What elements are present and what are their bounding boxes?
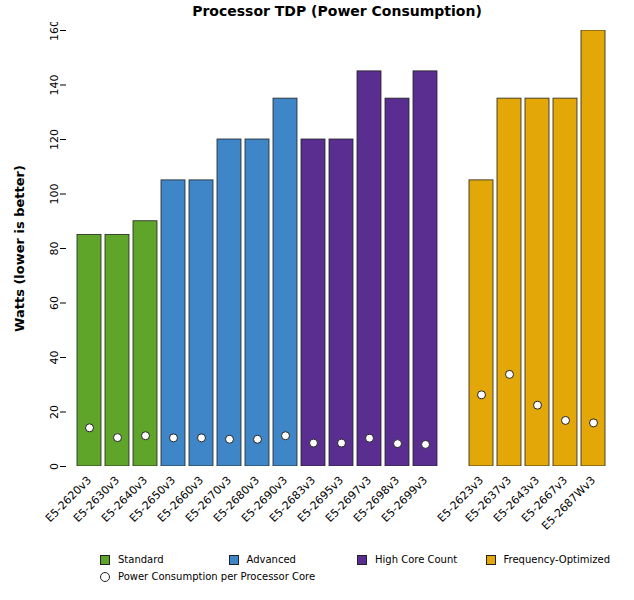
svg-text:160: 160 (48, 22, 61, 41)
svg-text:120: 120 (48, 129, 61, 150)
html-text:Power Consumption per Processo: Power Consumption per Processor Core (118, 571, 316, 582)
svg-text:E5-2697v3: E5-2697v3 (322, 473, 375, 525)
html-text:Frequency-Optimized: Frequency-Optimized (503, 554, 611, 565)
html-text:Advanced: Advanced (246, 554, 296, 565)
svg-text:E5-2680v3: E5-2680v3 (210, 473, 263, 525)
svg-text:E5-2670v3: E5-2670v3 (182, 473, 235, 525)
svg-text:E5-2667v3: E5-2667v3 (518, 473, 571, 525)
svg-text:E5-2698v3: E5-2698v3 (350, 473, 403, 525)
svg-text:40: 40 (48, 351, 61, 365)
svg-text:E5-2690v3: E5-2690v3 (238, 473, 291, 525)
svg-text:E5-2643v3: E5-2643v3 (490, 473, 543, 525)
html-text:High Core Count: High Core Count (375, 554, 458, 565)
html-text:Processor TDP (Power Consumpti: Processor TDP (Power Consumption) (192, 3, 482, 19)
svg-text:E5-2695v3: E5-2695v3 (294, 473, 347, 525)
svg-text:E5-2683v3: E5-2683v3 (266, 473, 319, 525)
svg-text:E5-2623v3: E5-2623v3 (434, 473, 487, 525)
svg-text:E5-2650v3: E5-2650v3 (126, 473, 179, 525)
svg-text:E5-2640v3: E5-2640v3 (98, 473, 151, 525)
svg-text:60: 60 (48, 296, 61, 310)
svg-text:E5-2620v3: E5-2620v3 (42, 473, 95, 525)
svg-text:E5-2687Wv3: E5-2687Wv3 (539, 474, 598, 533)
svg-text:E5-2637v3: E5-2637v3 (462, 473, 515, 525)
svg-text:0: 0 (48, 463, 61, 470)
svg-text:E5-2630v3: E5-2630v3 (70, 473, 123, 525)
svg-text:E5-2660v3: E5-2660v3 (154, 473, 207, 525)
svg-text:80: 80 (48, 242, 61, 256)
svg-text:140: 140 (48, 75, 61, 96)
svg-text:E5-2699v3: E5-2699v3 (379, 474, 430, 525)
svg-text:Watts (lower is better): Watts (lower is better) (12, 165, 27, 332)
svg-text:100: 100 (48, 184, 61, 205)
html-text:Standard: Standard (118, 554, 164, 565)
svg-text:20: 20 (48, 405, 61, 419)
